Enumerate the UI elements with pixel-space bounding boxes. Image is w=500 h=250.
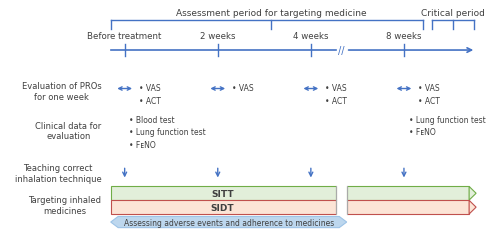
Text: • ACT: • ACT [418,97,440,106]
FancyBboxPatch shape [110,187,336,200]
FancyBboxPatch shape [110,200,336,214]
Text: • ACT: • ACT [325,97,346,106]
Text: SITT: SITT [211,189,234,198]
Text: Critical period: Critical period [421,9,485,18]
Text: 4 weeks: 4 weeks [293,32,328,41]
Text: • ACT: • ACT [138,97,160,106]
Text: Teaching correct
inhalation technique: Teaching correct inhalation technique [14,164,102,183]
Text: //: // [338,46,344,56]
Polygon shape [469,200,476,214]
Text: • Blood test: • Blood test [130,116,175,124]
Text: 2 weeks: 2 weeks [200,32,235,41]
Text: • FᴇNO: • FᴇNO [130,140,156,149]
Polygon shape [110,216,346,228]
Text: • Lung function test: • Lung function test [130,128,206,137]
FancyBboxPatch shape [346,187,469,200]
Text: SIDT: SIDT [210,203,234,212]
Text: Assessing adverse events and adherence to medicines: Assessing adverse events and adherence t… [124,218,334,227]
Text: 8 weeks: 8 weeks [386,32,422,41]
Text: • VAS: • VAS [418,84,440,92]
Text: Clinical data for
evaluation: Clinical data for evaluation [35,122,102,141]
Text: • VAS: • VAS [232,84,254,92]
Text: • Lung function test: • Lung function test [408,116,486,124]
Text: Assessment period for targeting medicine: Assessment period for targeting medicine [176,9,366,18]
Text: Evaluation of PROs
for one week: Evaluation of PROs for one week [22,82,102,101]
Polygon shape [469,187,476,200]
Text: • FᴇNO: • FᴇNO [408,128,436,137]
Text: • VAS: • VAS [325,84,346,92]
Text: Targeting inhaled
medicines: Targeting inhaled medicines [28,196,102,215]
Text: • VAS: • VAS [138,84,160,92]
FancyBboxPatch shape [346,200,469,214]
Text: Before treatment: Before treatment [88,32,162,41]
